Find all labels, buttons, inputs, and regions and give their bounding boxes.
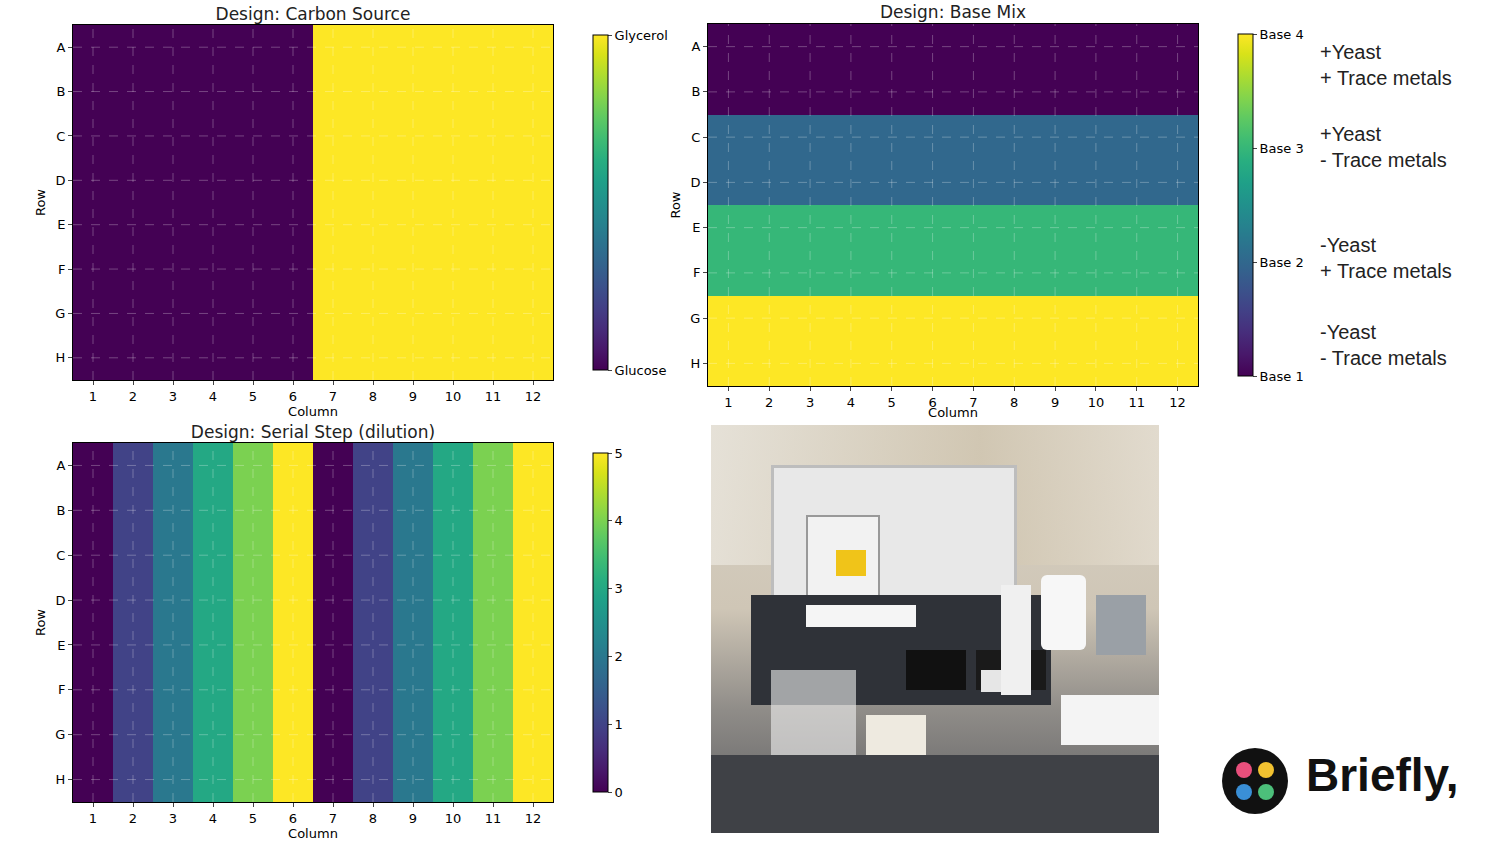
svg-text:0: 0 [615,785,623,800]
svg-text:Row: Row [33,609,48,636]
svg-text:Row: Row [33,189,48,216]
svg-text:2: 2 [129,811,137,826]
svg-text:B: B [56,503,65,518]
svg-text:7: 7 [969,395,977,410]
svg-text:11: 11 [485,811,502,826]
svg-text:Column: Column [928,405,978,420]
svg-text:A: A [56,458,65,473]
svg-text:+Yeast+ Trace metals: +Yeast+ Trace metals [1320,41,1452,89]
svg-text:Column: Column [288,826,338,841]
svg-text:-Yeast- Trace metals: -Yeast- Trace metals [1320,321,1447,369]
svg-text:4: 4 [847,395,855,410]
svg-text:Base 3: Base 3 [1260,141,1304,156]
svg-text:E: E [57,217,65,232]
svg-text:Base 4: Base 4 [1260,27,1304,42]
svg-text:Column: Column [288,404,338,419]
svg-text:12: 12 [525,389,542,404]
svg-text:1: 1 [89,811,97,826]
svg-text:8: 8 [369,389,377,404]
svg-text:6: 6 [289,389,297,404]
svg-text:4: 4 [615,513,623,528]
svg-text:2: 2 [765,395,773,410]
svg-text:5: 5 [249,389,257,404]
svg-text:H: H [56,350,66,365]
svg-text:5: 5 [249,811,257,826]
svg-text:Glucose: Glucose [615,363,667,378]
svg-text:C: C [56,128,65,143]
svg-text:E: E [57,637,65,652]
svg-text:4: 4 [209,389,217,404]
svg-text:12: 12 [1169,395,1186,410]
svg-text:Design: Serial Step (dilution): Design: Serial Step (dilution) [191,422,435,442]
svg-text:1: 1 [615,717,623,732]
svg-text:9: 9 [1051,395,1059,410]
svg-text:F: F [58,682,65,697]
svg-text:Row: Row [668,191,683,218]
svg-text:2: 2 [615,649,623,664]
svg-text:10: 10 [1088,395,1105,410]
svg-text:Design: Carbon Source: Design: Carbon Source [216,4,411,24]
svg-text:A: A [56,40,65,55]
svg-text:9: 9 [409,389,417,404]
svg-text:2: 2 [129,389,137,404]
svg-text:3: 3 [169,389,177,404]
svg-text:1: 1 [724,395,732,410]
svg-text:H: H [56,772,66,787]
svg-text:3: 3 [615,581,623,596]
svg-text:10: 10 [445,811,462,826]
svg-text:H: H [691,356,701,371]
svg-text:B: B [56,84,65,99]
svg-text:6: 6 [928,395,936,410]
svg-text:3: 3 [169,811,177,826]
svg-text:7: 7 [329,389,337,404]
svg-text:7: 7 [329,811,337,826]
svg-text:6: 6 [289,811,297,826]
svg-text:Glycerol: Glycerol [615,28,668,43]
svg-text:F: F [693,265,700,280]
svg-text:Base 2: Base 2 [1260,255,1304,270]
svg-text:B: B [691,84,700,99]
svg-text:D: D [55,593,65,608]
svg-text:8: 8 [1010,395,1018,410]
svg-text:8: 8 [369,811,377,826]
svg-text:G: G [690,311,700,326]
html-text:Briefly,: Briefly, [1306,749,1459,801]
svg-text:Base 1: Base 1 [1260,369,1304,384]
svg-text:C: C [691,130,700,145]
svg-text:+Yeast- Trace metals: +Yeast- Trace metals [1320,123,1447,171]
svg-text:D: D [55,173,65,188]
svg-text:4: 4 [209,811,217,826]
svg-text:G: G [55,727,65,742]
svg-text:A: A [691,39,700,54]
svg-text:1: 1 [89,389,97,404]
svg-text:5: 5 [888,395,896,410]
svg-text:G: G [55,306,65,321]
svg-text:-Yeast+ Trace metals: -Yeast+ Trace metals [1320,234,1452,282]
svg-text:F: F [58,262,65,277]
svg-text:11: 11 [1128,395,1145,410]
svg-text:5: 5 [615,446,623,461]
svg-text:11: 11 [485,389,502,404]
svg-text:3: 3 [806,395,814,410]
svg-text:10: 10 [445,389,462,404]
svg-text:C: C [56,548,65,563]
svg-text:12: 12 [525,811,542,826]
svg-text:Design: Base Mix: Design: Base Mix [880,2,1026,22]
svg-text:9: 9 [409,811,417,826]
svg-text:D: D [690,175,700,190]
svg-text:E: E [692,220,700,235]
